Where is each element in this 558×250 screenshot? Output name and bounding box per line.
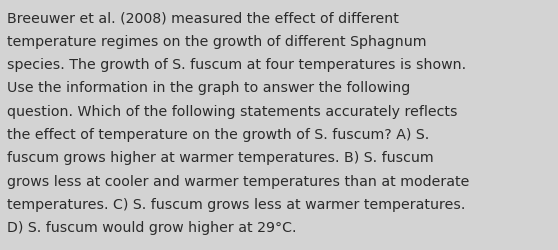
Text: Breeuwer et al. (2008) measured the effect of different: Breeuwer et al. (2008) measured the effe…: [7, 11, 398, 25]
Text: Use the information in the graph to answer the following: Use the information in the graph to answ…: [7, 81, 410, 95]
Text: temperature regimes on the growth of different Sphagnum: temperature regimes on the growth of dif…: [7, 34, 426, 48]
Text: fuscum grows higher at warmer temperatures. B) S. fuscum: fuscum grows higher at warmer temperatur…: [7, 151, 434, 165]
Text: temperatures. C) S. fuscum grows less at warmer temperatures.: temperatures. C) S. fuscum grows less at…: [7, 197, 465, 211]
Text: species. The growth of S. fuscum at four temperatures is shown.: species. The growth of S. fuscum at four…: [7, 58, 466, 72]
Text: grows less at cooler and warmer temperatures than at moderate: grows less at cooler and warmer temperat…: [7, 174, 469, 188]
Text: the effect of temperature on the growth of S. fuscum? A) S.: the effect of temperature on the growth …: [7, 128, 429, 141]
Text: D) S. fuscum would grow higher at 29°C.: D) S. fuscum would grow higher at 29°C.: [7, 220, 296, 234]
Text: question. Which of the following statements accurately reflects: question. Which of the following stateme…: [7, 104, 457, 118]
